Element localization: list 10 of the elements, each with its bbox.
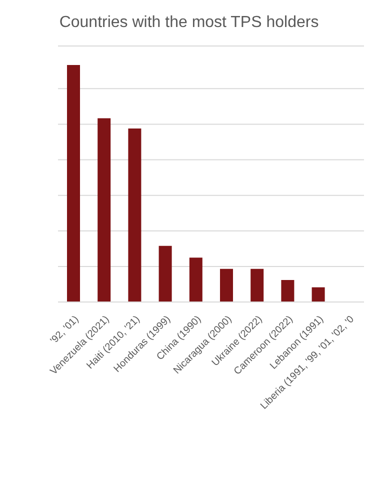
bar (128, 128, 142, 302)
bar (312, 287, 325, 302)
bar (67, 64, 80, 302)
bar (189, 258, 202, 302)
bar (281, 280, 294, 302)
bar (250, 268, 264, 302)
bar (158, 246, 172, 302)
bar (98, 118, 111, 302)
chart-title: Countries with the most TPS holders (58, 13, 320, 33)
bar (220, 268, 233, 302)
